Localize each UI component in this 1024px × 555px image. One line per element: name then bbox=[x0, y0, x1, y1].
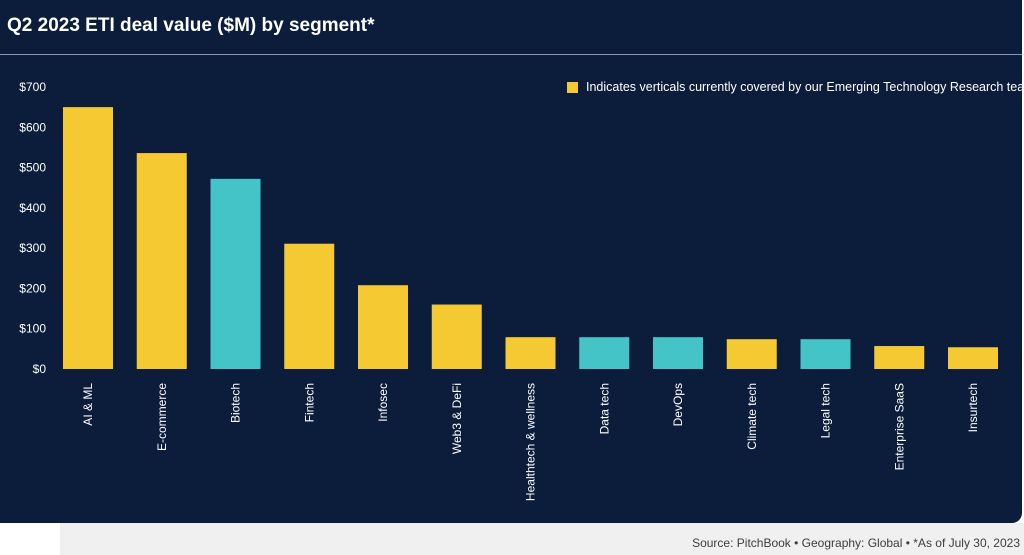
bar bbox=[505, 337, 556, 369]
bar-chart: $0 $100 $200 $300 $400 $500 $600 $700 AI & ML E-… bbox=[19, 80, 998, 501]
x-tick-label: Fintech bbox=[302, 383, 316, 422]
x-axis-labels: AI & ML E-commerce Biotech Fintech Infosec We… bbox=[81, 383, 980, 501]
bar bbox=[800, 339, 851, 369]
bar bbox=[210, 178, 261, 369]
y-tick-label: $500 bbox=[19, 161, 46, 175]
y-tick-label: $0 bbox=[33, 362, 47, 376]
y-axis-ticks: $0 $100 $200 $300 $400 $500 $600 $700 bbox=[19, 80, 46, 376]
bar bbox=[874, 346, 925, 369]
x-tick-label: AI & ML bbox=[81, 383, 95, 426]
y-tick-label: $100 bbox=[19, 322, 46, 336]
x-tick-label: Insurtech bbox=[966, 383, 980, 432]
bar bbox=[63, 107, 113, 370]
y-tick-label: $600 bbox=[19, 120, 46, 134]
bar bbox=[284, 243, 335, 369]
title-divider bbox=[0, 54, 1022, 55]
legend-swatch bbox=[567, 81, 578, 93]
x-tick-label: Web3 & DeFi bbox=[450, 383, 464, 454]
bar bbox=[948, 347, 998, 369]
bar bbox=[653, 337, 703, 369]
bar bbox=[726, 339, 777, 369]
x-tick-label: E-commerce bbox=[155, 383, 169, 451]
x-tick-label: Climate tech bbox=[745, 383, 759, 450]
bar bbox=[579, 337, 630, 369]
source-strip bbox=[60, 523, 1024, 555]
bar bbox=[358, 285, 408, 369]
x-tick-label: Infosec bbox=[376, 383, 390, 422]
legend-label: Indicates verticals currently covered by… bbox=[586, 80, 1024, 94]
bar bbox=[431, 304, 482, 369]
x-tick-label: Enterprise SaaS bbox=[892, 383, 906, 470]
bars bbox=[63, 107, 998, 370]
x-tick-label: Data tech bbox=[597, 383, 611, 434]
chart-title: Q2 2023 ETI deal value ($M) by segment* bbox=[7, 15, 375, 36]
y-tick-label: $200 bbox=[19, 281, 46, 295]
x-tick-label: Biotech bbox=[229, 383, 243, 423]
source-note: Source: PitchBook • Geography: Global • … bbox=[692, 536, 1020, 550]
x-tick-label: Legal tech bbox=[819, 383, 833, 438]
x-tick-label: DevOps bbox=[671, 383, 685, 426]
y-tick-label: $300 bbox=[19, 241, 46, 255]
y-tick-label: $400 bbox=[19, 201, 46, 215]
y-tick-label: $700 bbox=[19, 80, 46, 94]
x-tick-label: Healthtech & wellness bbox=[524, 383, 538, 501]
bar bbox=[136, 153, 187, 369]
chart-legend: Indicates verticals currently covered by… bbox=[567, 79, 1024, 95]
